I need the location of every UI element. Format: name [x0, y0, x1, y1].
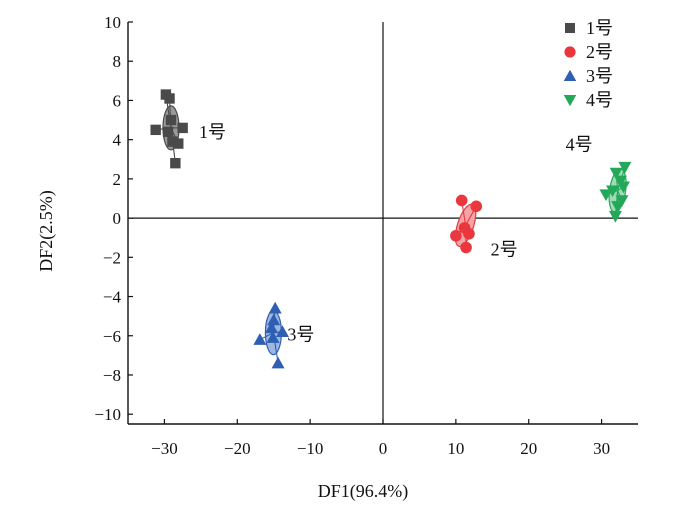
y-tick-label: −6	[103, 327, 121, 346]
x-tick-label: −30	[151, 439, 178, 458]
data-point	[606, 185, 619, 198]
data-point	[609, 167, 623, 180]
legend-label: 4号	[586, 90, 613, 110]
x-tick-label: 0	[379, 439, 388, 458]
group-ellipses	[155, 94, 627, 364]
legend-marker	[564, 46, 576, 58]
data-point	[618, 161, 632, 174]
y-axis-title: DF2(2.5%)	[36, 190, 57, 272]
data-point	[167, 136, 178, 147]
y-tick-label: −8	[103, 366, 121, 385]
data-point	[266, 331, 280, 343]
y-tick-label: 2	[113, 170, 122, 189]
data-point	[455, 194, 468, 207]
legend-marker	[565, 23, 575, 33]
reference-lines	[128, 22, 638, 424]
x-tick-label: 20	[520, 439, 537, 458]
data-point	[611, 201, 625, 213]
data-point	[599, 189, 613, 202]
group-label: 1号	[199, 122, 226, 142]
y-tick-label: 0	[113, 209, 122, 228]
axes: −30 −20 −10 0 10 20 30−10−8−6−4−20246810DF1(96…	[36, 13, 638, 502]
data-points	[150, 89, 632, 369]
legend-marker	[563, 69, 577, 81]
group-label: 2号	[491, 239, 518, 259]
group-label: 4号	[566, 135, 593, 155]
x-axis-title: DF1(96.4%)	[318, 481, 409, 502]
legend-marker	[563, 95, 577, 107]
legend-label: 3号	[586, 66, 613, 86]
data-point	[450, 229, 462, 242]
data-point	[608, 210, 622, 223]
data-point	[253, 333, 267, 345]
x-tick-label: 10	[447, 439, 464, 458]
data-point	[164, 93, 175, 104]
group-label: 3号	[287, 325, 314, 345]
x-tick-label: −20	[224, 439, 251, 458]
y-tick-label: −10	[94, 405, 121, 424]
data-point	[170, 157, 181, 169]
y-tick-label: 10	[104, 13, 121, 32]
data-point	[616, 181, 630, 194]
data-point	[271, 356, 285, 369]
y-tick-label: 6	[113, 91, 122, 110]
data-point	[173, 138, 184, 149]
x-tick-label: 30	[593, 439, 610, 458]
y-tick-label: 8	[113, 52, 122, 71]
group-labels: 1号 2号 3号 4号	[199, 122, 593, 345]
data-point	[460, 241, 472, 254]
data-point	[615, 195, 629, 207]
data-point	[275, 325, 289, 338]
y-tick-label: −2	[103, 248, 121, 267]
legend-label: 1号	[586, 18, 613, 38]
data-point	[267, 313, 281, 326]
data-point	[463, 227, 475, 240]
data-point	[265, 321, 279, 334]
data-point	[150, 124, 161, 136]
data-point	[165, 114, 177, 126]
data-point	[268, 301, 282, 314]
x-tick-label: −10	[297, 439, 324, 458]
data-point	[162, 126, 174, 138]
legend: 1号 2号 3号 4号	[563, 18, 613, 110]
data-point	[177, 122, 188, 134]
data-point	[470, 200, 483, 213]
data-point	[614, 175, 628, 188]
y-tick-label: −4	[103, 288, 122, 307]
legend-label: 2号	[586, 42, 613, 62]
y-tick-label: 4	[113, 131, 122, 150]
